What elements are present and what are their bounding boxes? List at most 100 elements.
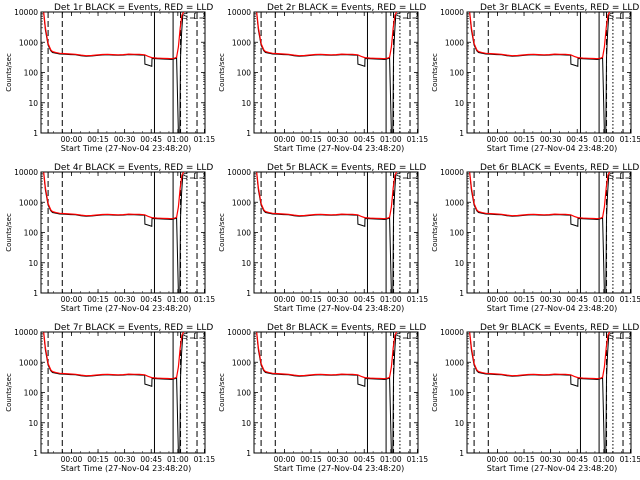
y-tick-label: 10 <box>454 419 464 428</box>
y-tick-label: 10000 <box>440 168 464 177</box>
y-axis-title: Counts/sec <box>5 373 13 412</box>
y-tick-label: 10000 <box>227 168 251 177</box>
x-tick-label: 01:15 <box>620 135 640 144</box>
panel-title: Det 2r BLACK = Events, RED = LLD <box>267 3 426 13</box>
y-tick-label: 10 <box>28 259 38 268</box>
x-tick-label: 00:30 <box>114 295 136 304</box>
x-tick-label: 01:00 <box>593 455 615 464</box>
x-tick-label: 01:00 <box>380 135 402 144</box>
x-tick-label: 00:45 <box>140 295 162 304</box>
x-tick-label: 00:00 <box>487 135 509 144</box>
y-axis-title: Counts/sec <box>431 373 439 412</box>
y-tick-label: 10 <box>241 99 251 108</box>
y-tick-label: 1000 <box>19 38 38 47</box>
x-axis-title: Start Time (27-Nov-04 23:48:20) <box>274 144 404 153</box>
series-line-events <box>43 333 184 453</box>
panel-det-7: Det 7r BLACK = Events, RED = LLD 1 10 100 10… <box>5 323 215 473</box>
x-axis-title: Start Time (27-Nov-04 23:48:20) <box>487 464 617 473</box>
x-tick-label: 01:15 <box>194 135 216 144</box>
y-tick-label: 100 <box>450 389 465 398</box>
x-axis-title: Start Time (27-Nov-04 23:48:20) <box>61 464 191 473</box>
x-tick-label: 00:00 <box>61 455 83 464</box>
plot-area <box>43 332 198 453</box>
series-line-lld <box>256 172 398 220</box>
y-axis-title: Counts/sec <box>5 213 13 252</box>
x-tick-label: 00:45 <box>566 135 588 144</box>
x-tick-label: 00:00 <box>61 135 83 144</box>
series-line-lld <box>43 332 185 380</box>
panel-title: Det 3r BLACK = Events, RED = LLD <box>480 3 639 13</box>
x-tick-label: 01:15 <box>194 455 216 464</box>
y-tick-label: 1000 <box>445 198 464 207</box>
y-tick-label: 100 <box>450 229 465 238</box>
x-tick-label: 01:15 <box>194 295 216 304</box>
x-tick-label: 00:45 <box>566 295 588 304</box>
series-line-events <box>469 333 610 453</box>
panel-det-1: Det 1r BLACK = Events, RED = LLD 1 10 100 10… <box>5 3 215 153</box>
y-tick-label: 1 <box>459 449 464 458</box>
y-tick-label: 1 <box>246 129 251 138</box>
marker-label-l: L <box>619 332 624 341</box>
panel-title: Det 6r BLACK = Events, RED = LLD <box>480 163 639 173</box>
y-axis-title: Counts/sec <box>218 373 226 412</box>
marker-label-l: L <box>406 12 411 21</box>
marker-label-l: L <box>406 332 411 341</box>
x-tick-label: 00:15 <box>513 295 535 304</box>
x-tick-label: 01:00 <box>593 295 615 304</box>
plot-area <box>43 12 198 133</box>
y-tick-label: 10 <box>28 419 38 428</box>
x-tick-label: 00:30 <box>540 295 562 304</box>
y-tick-label: 100 <box>450 69 465 78</box>
marker-label-l: L <box>619 12 624 21</box>
y-tick-label: 1 <box>33 129 38 138</box>
x-tick-label: 00:45 <box>353 135 375 144</box>
marker-label-l: L <box>193 332 198 341</box>
marker-label-l: L <box>193 12 198 21</box>
panel-title: Det 8r BLACK = Events, RED = LLD <box>267 323 426 333</box>
x-tick-label: 01:15 <box>620 295 640 304</box>
y-tick-label: 1 <box>246 449 251 458</box>
x-tick-label: 01:15 <box>620 455 640 464</box>
x-axis-title: Start Time (27-Nov-04 23:48:20) <box>61 304 191 313</box>
y-tick-label: 100 <box>237 229 252 238</box>
x-tick-label: 00:15 <box>513 455 535 464</box>
x-tick-label: 00:45 <box>140 135 162 144</box>
series-line-lld <box>469 332 611 380</box>
panel-title: Det 4r BLACK = Events, RED = LLD <box>54 163 213 173</box>
y-tick-label: 10000 <box>14 328 38 337</box>
series-line-lld <box>469 12 611 60</box>
x-tick-label: 00:00 <box>487 455 509 464</box>
y-axis-title: Counts/sec <box>218 53 226 92</box>
y-tick-label: 1000 <box>19 198 38 207</box>
panel-title: Det 5r BLACK = Events, RED = LLD <box>267 163 426 173</box>
panel-det-8: Det 8r BLACK = Events, RED = LLD 1 10 100 10… <box>218 323 428 473</box>
x-tick-label: 00:15 <box>300 135 322 144</box>
y-tick-label: 100 <box>237 69 252 78</box>
panel-det-2: Det 2r BLACK = Events, RED = LLD 1 10 100 10… <box>218 3 428 153</box>
marker-label-s: S <box>609 172 614 181</box>
panel-det-6: Det 6r BLACK = Events, RED = LLD 1 10 100 10… <box>431 163 640 313</box>
marker-label-s: S <box>609 332 614 341</box>
x-tick-label: 00:30 <box>114 135 136 144</box>
y-tick-label: 10 <box>454 259 464 268</box>
series-line-events <box>469 173 610 293</box>
series-line-events <box>256 13 397 133</box>
series-line-lld <box>256 12 398 60</box>
panel-title: Det 7r BLACK = Events, RED = LLD <box>54 323 213 333</box>
x-tick-label: 00:45 <box>353 295 375 304</box>
x-axis-title: Start Time (27-Nov-04 23:48:20) <box>487 304 617 313</box>
plot-area <box>256 332 411 453</box>
plot-area <box>256 12 411 133</box>
plot-area <box>469 332 624 453</box>
y-tick-label: 1 <box>33 289 38 298</box>
x-axis-title: Start Time (27-Nov-04 23:48:20) <box>274 304 404 313</box>
x-tick-label: 00:00 <box>274 455 296 464</box>
panel-det-3: Det 3r BLACK = Events, RED = LLD 1 10 100 10… <box>431 3 640 153</box>
marker-label-s: S <box>609 12 614 21</box>
panel-title: Det 1r BLACK = Events, RED = LLD <box>54 3 213 13</box>
x-axis-title: Start Time (27-Nov-04 23:48:20) <box>61 144 191 153</box>
x-tick-label: 00:15 <box>513 135 535 144</box>
marker-label-s: S <box>183 12 188 21</box>
series-line-lld <box>469 172 611 220</box>
y-tick-label: 1 <box>459 129 464 138</box>
